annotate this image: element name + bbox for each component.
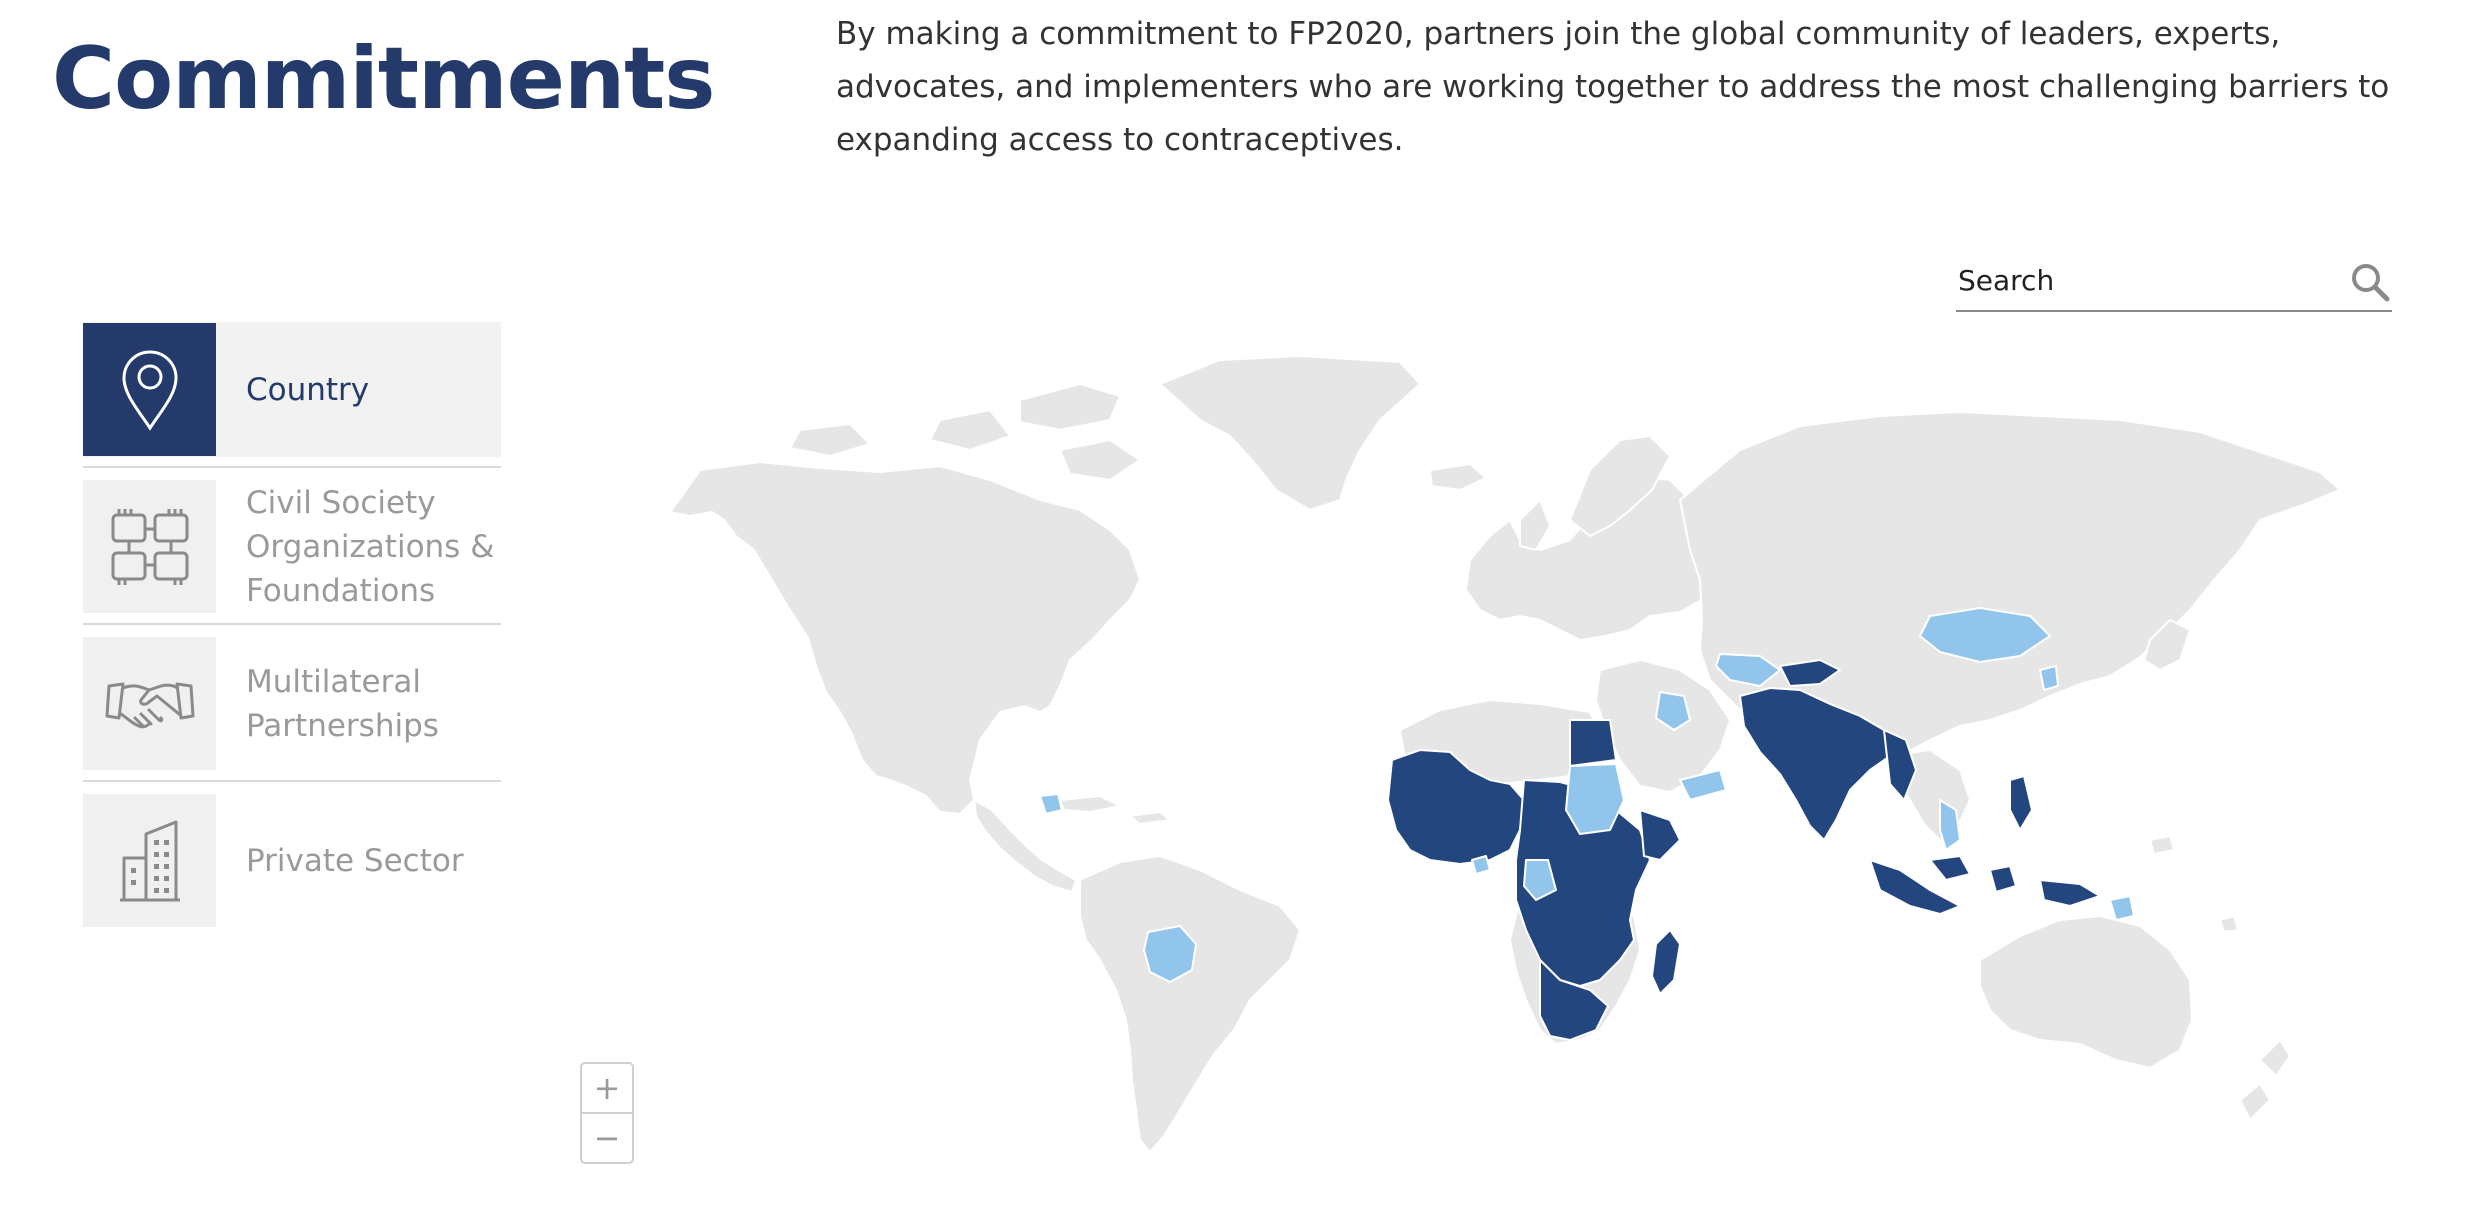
sidebar-item-label: Private Sector [246,842,464,879]
map-region-horn-of-africa[interactable] [1639,809,1681,861]
map-region-west-africa[interactable] [1387,749,1525,865]
map-region-arctic-islands[interactable] [929,409,1011,451]
map-region-vietnam[interactable] [1939,799,1961,851]
commitment-type-list: Country Civil Society Organizations & Fo… [83,322,501,950]
sidebar-item-label: Multilateral Partnerships [246,663,439,744]
map-region-indonesia[interactable] [1989,865,2017,893]
map-region-asia[interactable] [1679,411,2341,761]
map-region-indonesia[interactable] [1929,855,1971,881]
map-region-afghanistan[interactable] [1779,659,1841,687]
zoom-in-button[interactable]: + [593,1069,621,1107]
page-title: Commitments [52,29,715,129]
map-region-central-america[interactable] [973,799,1077,893]
zoom-out-button[interactable]: − [582,1112,632,1162]
map-region-caribbean[interactable] [1129,811,1171,825]
map-region-pacific-islands[interactable] [2109,895,2135,921]
map-region-west-africa-partner[interactable] [1471,855,1491,875]
map-region-sudan[interactable] [1565,763,1625,835]
sidebar-item-civil-society[interactable]: Civil Society Organizations & Foundation… [83,466,501,614]
map-region-island[interactable] [2219,915,2239,933]
map-region-honduras[interactable] [1039,793,1063,815]
map-region-caribbean[interactable] [1059,795,1121,813]
map-region-uk[interactable] [1519,499,1551,551]
map-region-arctic-islands[interactable] [789,423,871,457]
map-region-myanmar[interactable] [1883,729,1917,801]
map-region-mongolia[interactable] [1919,607,2051,663]
map-region-greenland[interactable] [1159,355,1421,511]
world-map[interactable] [640,340,2400,1170]
building-icon [83,794,216,927]
map-region-central-asia[interactable] [1715,653,1781,687]
search-input[interactable] [1956,258,2320,302]
map-region-indonesia[interactable] [1869,859,1961,915]
handshake-icon [83,637,216,770]
map-region-arctic-islands[interactable] [1059,439,1141,481]
search-box [1956,252,2392,312]
map-region-scandinavia[interactable] [1569,435,1671,537]
sidebar-item-label: Civil Society Organizations & Foundation… [246,484,495,609]
sidebar-item-country[interactable]: Country [83,322,501,457]
map-region-new-zealand[interactable] [2259,1039,2291,1077]
map-region-egypt[interactable] [1569,719,1617,767]
intro-text: By making a commitment to FP2020, partne… [836,16,2390,158]
map-region-new-zealand[interactable] [2239,1083,2271,1121]
map-region-bolivia[interactable] [1143,925,1197,983]
map-region-southern-africa-commit[interactable] [1539,959,1609,1041]
map-region-island[interactable] [2149,835,2175,855]
map-region-japan[interactable] [2143,619,2191,671]
sidebar-item-label: Country [246,371,370,408]
map-region-australia[interactable] [1979,915,2193,1069]
map-pin-icon [83,323,216,456]
map-region-philippines[interactable] [2009,775,2033,831]
map-region-central-africa-partner[interactable] [1523,859,1557,901]
map-region-arctic-islands[interactable] [1019,383,1121,431]
map-region-iceland[interactable] [1429,463,1487,491]
map-region-north-korea[interactable] [2039,665,2059,691]
map-region-papua[interactable] [2039,879,2101,907]
sidebar-item-multilateral[interactable]: Multilateral Partnerships [83,623,501,771]
map-region-madagascar[interactable] [1651,929,1681,995]
linked-hands-icon [83,480,216,613]
map-region-yemen[interactable] [1679,769,1727,801]
zoom-control: + − [580,1062,634,1164]
map-region-iraq[interactable] [1655,691,1691,731]
map-region-south-america[interactable] [1079,855,1301,1153]
search-icon[interactable] [2348,260,2392,304]
map-region-south-asia[interactable] [1739,687,1891,841]
map-region-north-america[interactable] [669,461,1141,815]
sidebar-item-private-sector[interactable]: Private Sector [83,780,501,928]
